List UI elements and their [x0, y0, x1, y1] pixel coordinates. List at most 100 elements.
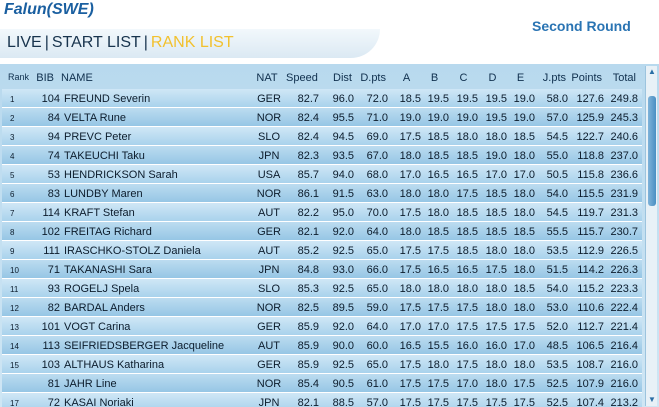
row-judge-a: 17.0: [399, 321, 421, 333]
row-nat: USA: [257, 169, 281, 181]
row-bib: 53: [47, 169, 60, 181]
row-judge-d: 19.5: [485, 93, 507, 105]
table-row[interactable]: 9 111 IRASCHKO-STOLZ Daniela AUT 85.2 92.5 65.…: [2, 241, 642, 260]
scrollbar[interactable]: ▲ ▼: [645, 66, 657, 406]
row-bib: 103: [41, 359, 60, 371]
row-total: 237.0: [610, 150, 638, 162]
row-judge-b: 18.0: [427, 359, 449, 371]
row-dpts: 72.0: [366, 93, 388, 105]
col-jpts: J.pts: [542, 72, 566, 84]
row-judge-e: 17.5: [513, 378, 535, 390]
table-row[interactable]: 7 114 KRAFT Stefan AUT 82.2 95.0 70.0 17.5 18.0 1…: [2, 203, 642, 222]
row-rank: 15: [10, 361, 19, 370]
row-judge-d: 18.0: [485, 302, 507, 314]
row-dpts: 65.0: [366, 283, 388, 295]
table-row[interactable]: 2 84 VELTA Rune NOR 82.4 95.5 71.0 19.0 19.0 19.0…: [2, 108, 642, 127]
venue-title: Falun(SWE): [4, 1, 94, 18]
row-judge-d: 17.5: [485, 264, 507, 276]
row-bib: 72: [47, 397, 60, 407]
row-judge-b: 17.5: [427, 245, 449, 257]
row-jpts: 58.0: [546, 93, 568, 105]
row-rank: 17: [10, 399, 19, 407]
table-row[interactable]: 13 101 VOGT Carina GER 85.9 92.0 64.0 17.0 17.0 1…: [2, 317, 642, 336]
tab-live[interactable]: LIVE: [7, 34, 42, 51]
row-name: BARDAL Anders: [64, 302, 145, 314]
row-bib: 71: [47, 264, 60, 276]
row-judge-c: 18.0: [456, 131, 478, 143]
col-judge-e: E: [516, 72, 525, 84]
row-rank: 8: [10, 228, 15, 237]
row-judge-b: 18.0: [427, 283, 449, 295]
row-speed: 86.1: [297, 188, 319, 200]
table-row[interactable]: 14 113 SEIFRIEDSBERGER Jacqueline AUT 85.9 90…: [2, 336, 642, 355]
row-points: 122.7: [576, 131, 604, 143]
row-jpts: 55.5: [546, 226, 568, 238]
table-row[interactable]: 3 94 PREVC Peter SLO 82.4 94.5 69.0 17.5 18.5 18.…: [2, 127, 642, 146]
row-judge-a: 18.0: [399, 226, 421, 238]
row-judge-e: 18.5: [513, 226, 535, 238]
row-total: 216.0: [610, 378, 638, 390]
row-bib: 111: [43, 245, 60, 257]
row-judge-d: 17.5: [485, 397, 507, 407]
row-rank: 2: [10, 114, 15, 123]
table-row[interactable]: 15 103 ALTHAUS Katharina GER 85.9 92.5 65.0 17.…: [2, 355, 642, 374]
row-judge-e: 18.0: [513, 264, 535, 276]
table-row[interactable]: 81 JAHR Line NOR 85.4 90.5 61.0 17.5 17.5 17.0 18…: [2, 374, 642, 393]
row-total: 226.5: [610, 245, 638, 257]
row-total: 231.3: [610, 207, 638, 219]
row-dpts: 70.0: [366, 207, 388, 219]
row-dist: 92.5: [332, 245, 354, 257]
row-name: FREUND Severin: [64, 93, 151, 105]
table-row[interactable]: 12 82 BARDAL Anders NOR 82.5 89.5 59.0 17.5 17.5…: [2, 298, 642, 317]
row-judge-d: 19.0: [485, 150, 507, 162]
row-judge-a: 17.5: [399, 207, 421, 219]
row-rank: 9: [10, 247, 15, 256]
row-bib: 74: [47, 150, 60, 162]
results-table-body: 1 104 FREUND Severin GER 82.7 96.0 72.0 18.5 19.…: [2, 89, 642, 407]
table-row[interactable]: 10 71 TAKANASHI Sara JPN 84.8 93.0 66.0 17.5 16.…: [2, 260, 642, 279]
row-judge-e: 17.5: [513, 397, 535, 407]
tab-start-list[interactable]: START LIST: [51, 34, 141, 51]
table-row[interactable]: 5 53 HENDRICKSON Sarah USA 85.7 94.0 68.0 17.0 1…: [2, 165, 642, 184]
row-judge-d: 18.5: [485, 207, 507, 219]
table-row[interactable]: 4 74 TAKEUCHI Taku JPN 82.3 93.5 67.0 18.0 18.5 1…: [2, 146, 642, 165]
row-judge-a: 17.5: [399, 359, 421, 371]
row-judge-a: 19.0: [399, 112, 421, 124]
row-name: VELTA Rune: [64, 112, 126, 124]
row-judge-d: 17.0: [485, 169, 507, 181]
row-nat: JPN: [258, 397, 280, 407]
scroll-down-arrow-icon[interactable]: ▼: [648, 395, 656, 404]
row-judge-c: 17.5: [456, 397, 478, 407]
row-dist: 88.5: [332, 397, 354, 407]
row-nat: AUT: [258, 340, 280, 352]
row-rank: 10: [10, 266, 19, 275]
table-row[interactable]: 6 83 LUNDBY Maren NOR 86.1 91.5 63.0 18.0 18.0 17…: [2, 184, 642, 203]
row-speed: 85.3: [297, 283, 319, 295]
table-row[interactable]: 8 102 FREITAG Richard GER 82.1 92.0 64.0 18.0 18…: [2, 222, 642, 241]
row-speed: 82.1: [297, 226, 319, 238]
row-dist: 91.5: [332, 188, 354, 200]
row-points: 115.8: [577, 169, 604, 181]
table-row[interactable]: 1 104 FREUND Severin GER 82.7 96.0 72.0 18.5 19.…: [2, 89, 642, 108]
table-row[interactable]: 11 93 ROGELJ Spela SLO 85.3 92.5 65.0 18.0 18.0 1…: [2, 279, 642, 298]
row-total: 213.2: [610, 397, 638, 407]
tab-separator: |: [143, 34, 148, 51]
tab-rank-list[interactable]: RANK LIST: [150, 34, 234, 51]
row-dpts: 57.0: [366, 397, 388, 407]
scroll-thumb[interactable]: [648, 96, 656, 206]
row-rank: 4: [10, 152, 15, 161]
row-judge-d: 18.5: [485, 188, 507, 200]
scroll-up-arrow-icon[interactable]: ▲: [648, 67, 656, 76]
row-nat: GER: [257, 226, 281, 238]
row-dist: 89.5: [332, 302, 354, 314]
row-dpts: 63.0: [366, 188, 388, 200]
row-rank: 14: [10, 342, 19, 351]
row-judge-e: 18.0: [513, 359, 535, 371]
row-rank: 12: [10, 304, 19, 313]
row-judge-a: 18.0: [399, 188, 421, 200]
row-judge-b: 16.5: [427, 264, 449, 276]
table-row[interactable]: 17 72 KASAI Noriaki JPN 82.1 88.5 57.0 17.5 17.5…: [2, 393, 642, 407]
row-dpts: 60.0: [366, 340, 388, 352]
row-dist: 90.0: [332, 340, 354, 352]
row-dist: 92.5: [332, 283, 354, 295]
